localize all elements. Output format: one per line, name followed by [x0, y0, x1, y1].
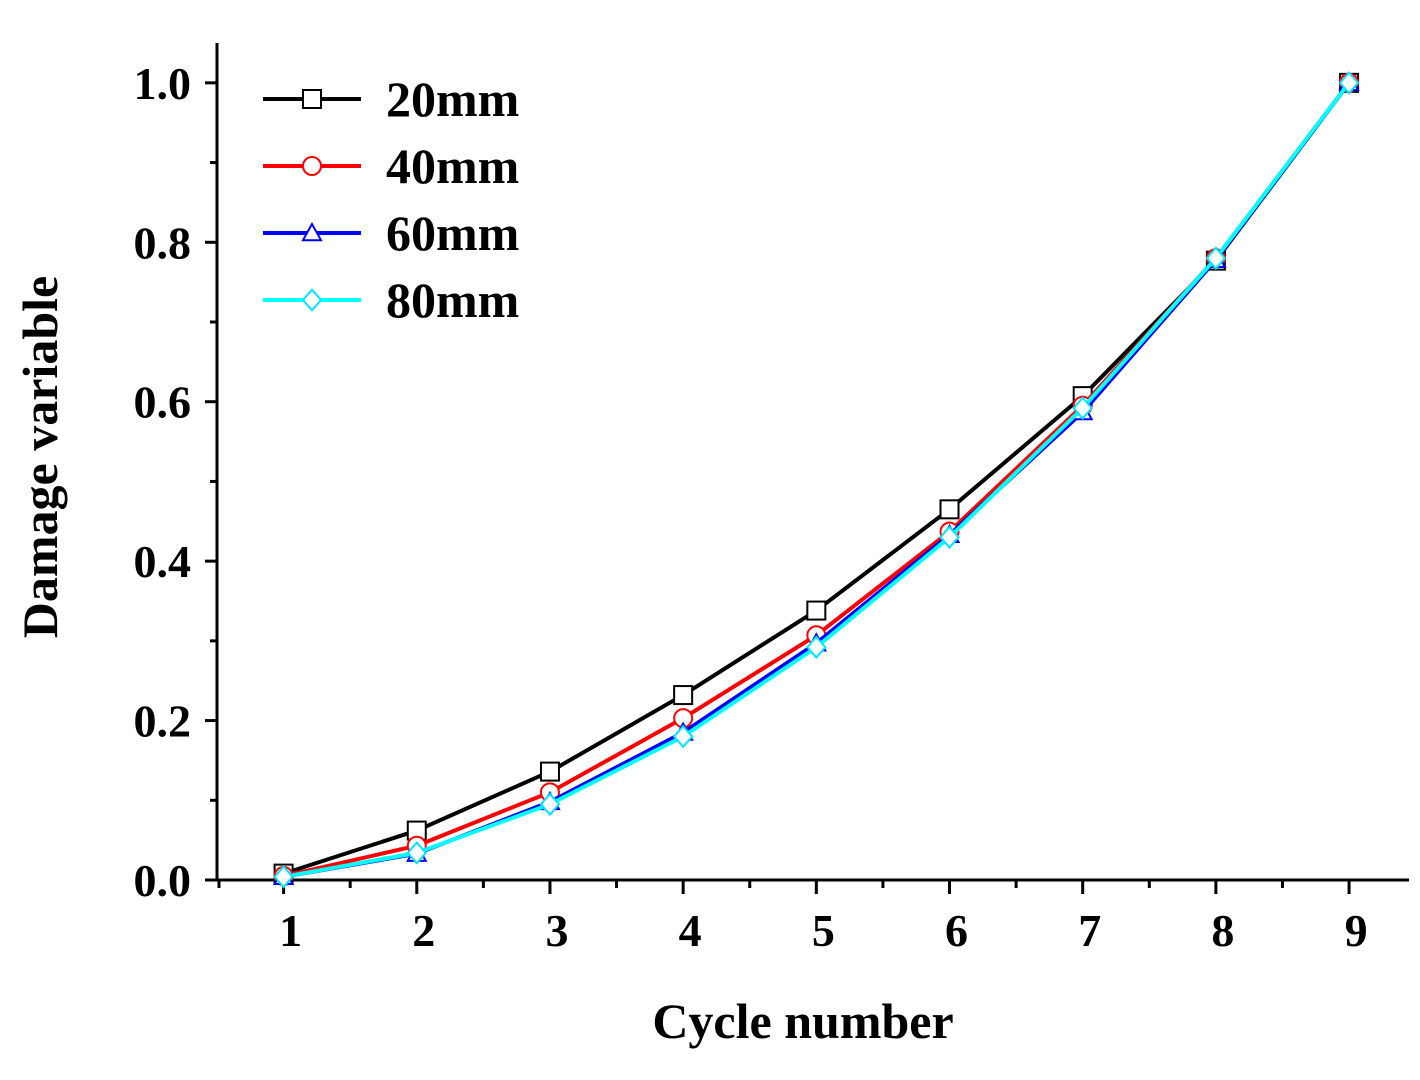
- series-40mm: [273, 72, 1360, 887]
- x-tick-label: 5: [812, 905, 835, 956]
- marker-diamond: [672, 724, 694, 749]
- y-tick-label: 0.0: [134, 855, 192, 906]
- legend: 20mm 40mm 60mm 80mm: [263, 71, 519, 328]
- marker-diamond: [273, 864, 294, 889]
- legend-item-80mm: 80mm: [263, 272, 519, 328]
- series-line-20mm: [282, 81, 1351, 876]
- x-tick-label: 3: [545, 905, 568, 956]
- series-20mm: [273, 72, 1360, 884]
- series-line-60mm: [283, 81, 1351, 879]
- x-tick-label: 4: [679, 905, 702, 956]
- y-tick-label: 0.2: [134, 696, 192, 747]
- marker-square: [539, 761, 560, 782]
- x-axis-title: Cycle number: [652, 993, 953, 1049]
- x-tick-label: 2: [412, 905, 435, 956]
- marker-square: [806, 600, 827, 621]
- x-tick-label: 6: [945, 905, 968, 956]
- y-tick-label: 0.8: [134, 217, 192, 268]
- y-axis-title: Damage variable: [12, 276, 68, 638]
- series-60mm: [272, 71, 1360, 886]
- legend-item-60mm: 60mm: [263, 205, 519, 261]
- marker-circle: [302, 156, 322, 176]
- x-tick-label: 7: [1078, 905, 1101, 956]
- y-tick-label: 0.4: [134, 536, 192, 587]
- marker-diamond: [1338, 70, 1360, 95]
- y-tick-label: 1.0: [134, 58, 192, 109]
- marker-diamond: [806, 635, 827, 660]
- legend-item-20mm: 20mm: [263, 71, 519, 127]
- marker-triangle: [301, 221, 323, 242]
- legend-label: 40mm: [386, 138, 519, 194]
- marker-square: [673, 685, 694, 706]
- x-tick-label: 1: [279, 905, 302, 956]
- legend-label: 80mm: [386, 272, 519, 328]
- marker-diamond: [406, 841, 428, 865]
- series-group: [272, 70, 1360, 889]
- legend-label: 20mm: [386, 71, 519, 127]
- marker-diamond: [301, 288, 323, 312]
- y-tick-label: 0.6: [134, 377, 192, 428]
- x-tick-label: 8: [1211, 905, 1234, 956]
- axes: 0.0 0.2 0.4 0.6 0.8 1.0 1 2 3 4 5 6 7 8 9: [134, 43, 1409, 956]
- marker-square: [302, 89, 322, 109]
- marker-diamond: [1205, 246, 1227, 271]
- marker-diamond: [539, 792, 561, 817]
- series-80mm: [273, 70, 1360, 889]
- marker-diamond: [939, 525, 960, 550]
- legend-item-40mm: 40mm: [263, 138, 519, 194]
- legend-label: 60mm: [386, 205, 519, 261]
- x-tick-label: 9: [1345, 905, 1368, 956]
- marker-diamond: [1072, 396, 1094, 420]
- series-line-80mm: [283, 81, 1351, 879]
- series-line-40mm: [283, 81, 1351, 878]
- marker-square: [939, 499, 960, 520]
